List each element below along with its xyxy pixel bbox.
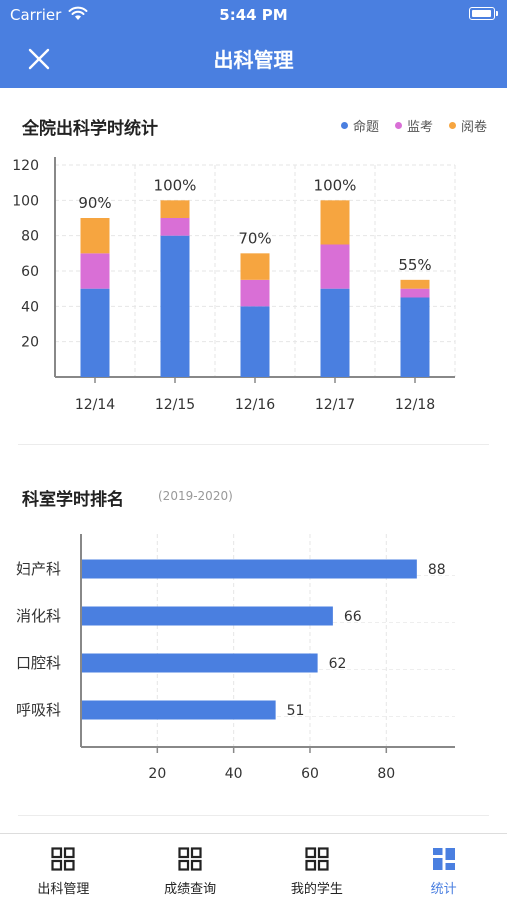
x-tick-label: 12/17 — [315, 397, 355, 413]
x-tick-label: 12/15 — [155, 397, 195, 413]
bar-segment — [400, 297, 430, 377]
bar-data-label: 70% — [238, 229, 271, 247]
x-tick-label: 12/14 — [75, 397, 115, 413]
category-label: 妇产科 — [16, 560, 61, 578]
ranking-bar — [82, 606, 333, 626]
tab-score-query[interactable]: 成绩查询 — [127, 834, 254, 900]
bar-value-label: 66 — [344, 609, 362, 625]
y-tick-label: 20 — [21, 335, 39, 351]
bar-segment — [80, 253, 110, 289]
bar-segment — [160, 218, 190, 236]
bar-segment — [240, 306, 270, 377]
horizontal-bar-chart: 20 40 60 80 88 妇产科 66 消化科 62 口腔科 51 呼吸科 — [16, 534, 455, 782]
bar-data-label: 100% — [154, 176, 197, 194]
bar-segment — [320, 200, 350, 245]
bar-data-label: 55% — [398, 256, 431, 274]
y-tick-label: 80 — [21, 229, 39, 245]
legend-item-proctor: 监考 — [394, 116, 433, 135]
ranking-bar — [82, 700, 276, 720]
x-tick-label: 20 — [148, 766, 166, 782]
bar-segment — [320, 288, 350, 377]
section-divider — [18, 444, 489, 445]
battery-icon — [469, 7, 498, 20]
tab-label: 出科管理 — [37, 882, 90, 897]
attendance-chart-title: 全院出科学时统计 — [22, 119, 158, 139]
x-tick-label: 80 — [377, 766, 395, 782]
wifi-icon — [68, 6, 88, 20]
tab-label: 我的学生 — [290, 882, 343, 897]
bar-segment — [400, 279, 430, 289]
bar-segment — [80, 218, 110, 254]
chart-legend: 命题 监考 阅卷 — [340, 116, 487, 135]
dashboard-icon — [432, 848, 455, 870]
ranking-period: (2019-2020) — [158, 489, 233, 503]
grid-icon — [305, 847, 329, 871]
bar-segment — [320, 244, 350, 289]
tab-my-students[interactable]: 我的学生 — [254, 834, 381, 900]
y-tick-label: 120 — [12, 158, 39, 174]
category-label: 口腔科 — [16, 654, 61, 672]
legend-dot — [340, 122, 348, 129]
bar-segment — [240, 253, 270, 280]
bar-segment — [160, 200, 190, 218]
bar-segment — [400, 288, 430, 298]
bar-segment — [240, 279, 270, 307]
legend-dot — [394, 122, 402, 129]
tab-bar: 出科管理 成绩查询 我的学生 统计 — [0, 833, 507, 900]
nav-bar: 出科管理 — [0, 30, 507, 88]
page-title: 出科管理 — [213, 48, 294, 72]
bar-data-label: 100% — [314, 176, 357, 194]
legend-dot — [448, 122, 456, 129]
tab-label: 统计 — [430, 882, 457, 897]
ranking-bar — [82, 559, 417, 579]
status-bar: Carrier 5:44 PM — [0, 0, 507, 30]
category-label: 消化科 — [16, 607, 61, 625]
x-tick-label: 12/18 — [395, 397, 435, 413]
grid-icon — [178, 847, 202, 871]
tab-label: 成绩查询 — [164, 882, 217, 897]
legend-label: 监考 — [406, 120, 433, 135]
x-tick-label: 12/16 — [235, 397, 275, 413]
legend-label: 阅卷 — [460, 120, 487, 135]
bar-data-label: 90% — [78, 194, 111, 212]
tab-statistics[interactable]: 统计 — [380, 834, 507, 900]
category-label: 呼吸科 — [16, 701, 61, 719]
stacked-bar-chart: 20 40 60 80 100 120 90% 12/14 100% 12/15 70% 12/16 1… — [12, 157, 456, 413]
legend-item-grading: 阅卷 — [448, 116, 487, 135]
bar-value-label: 51 — [287, 703, 305, 719]
bar-value-label: 88 — [428, 562, 446, 578]
y-tick-label: 60 — [21, 264, 39, 280]
close-icon[interactable] — [24, 44, 54, 74]
section-divider — [18, 815, 489, 816]
grid-icon — [51, 847, 75, 871]
carrier-label: Carrier — [10, 6, 62, 24]
y-tick-label: 100 — [12, 193, 39, 209]
x-tick-label: 40 — [225, 766, 243, 782]
tab-exit-management[interactable]: 出科管理 — [0, 834, 127, 900]
bar-value-label: 62 — [329, 656, 347, 672]
bar-segment — [80, 288, 110, 377]
legend-item-propose: 命题 — [340, 116, 379, 135]
bar-segment — [160, 235, 190, 377]
status-time: 5:44 PM — [219, 6, 288, 24]
x-tick-label: 60 — [301, 766, 319, 782]
ranking-chart-title: 科室学时排名 — [22, 490, 124, 510]
y-tick-label: 40 — [21, 299, 39, 315]
ranking-bar — [82, 653, 318, 673]
legend-label: 命题 — [352, 120, 379, 135]
